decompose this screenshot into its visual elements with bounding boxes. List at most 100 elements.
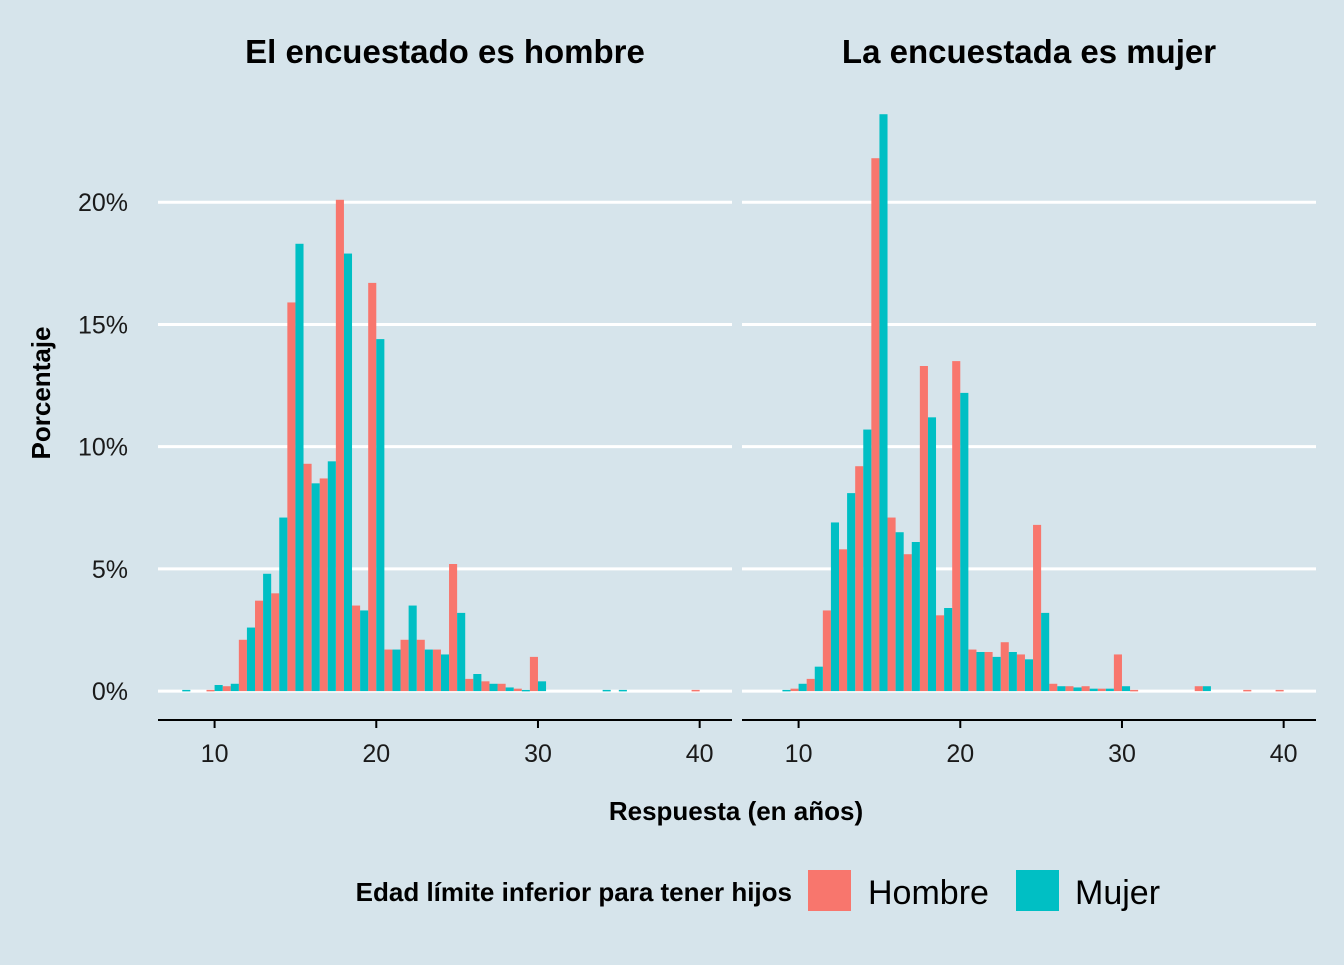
y-tick-label: 20% <box>78 189 128 217</box>
x-axis-title: Respuesta (en años) <box>609 796 863 826</box>
bar-mujer <box>1089 688 1098 692</box>
bar-mujer <box>895 532 904 692</box>
bar-mujer <box>927 417 937 692</box>
bar-mujer <box>960 392 969 692</box>
bar-hombre <box>1000 642 1009 692</box>
y-axis-ticks: 0% 5% 10% 15% 20% <box>78 189 128 706</box>
bar-mujer <box>911 542 920 692</box>
x-tick-label: 30 <box>524 740 552 768</box>
bar-hombre <box>887 517 896 692</box>
bar-mujer <box>992 656 1001 692</box>
bar-hombre <box>691 689 700 692</box>
bar-mujer <box>798 683 807 692</box>
bar-mujer <box>376 339 385 692</box>
x-tick-label: 20 <box>362 740 390 768</box>
bar-hombre <box>968 649 977 692</box>
bar-mujer <box>847 493 856 692</box>
bar-hombre <box>384 649 393 692</box>
bar-mujer <box>311 483 320 692</box>
bar-hombre <box>822 610 831 692</box>
bar-mujer <box>1105 688 1114 692</box>
bar-hombre <box>481 681 490 692</box>
bar-hombre <box>432 649 441 692</box>
x-tick-label: 30 <box>1108 740 1136 768</box>
bar-mujer <box>1024 659 1034 692</box>
bar-mujer <box>618 689 627 692</box>
bar-hombre <box>1081 686 1090 692</box>
bar-mujer <box>521 689 530 692</box>
bar-hombre <box>984 652 993 692</box>
bar-mujer <box>814 666 823 692</box>
bar-mujer <box>863 429 872 692</box>
bar-mujer <box>424 649 433 692</box>
bar-mujer <box>489 683 498 692</box>
bar-hombre <box>255 600 264 692</box>
bar-mujer <box>879 114 888 692</box>
bar-hombre <box>1243 689 1252 692</box>
y-tick-label: 10% <box>78 434 128 462</box>
bar-hombre <box>465 678 474 692</box>
bar-mujer <box>230 683 239 692</box>
bar-hombre <box>222 686 231 692</box>
bar-hombre <box>368 282 377 692</box>
bar-hombre <box>1275 689 1284 692</box>
bar-hombre <box>319 478 328 692</box>
bar-hombre <box>513 688 522 692</box>
bar-mujer <box>214 685 223 692</box>
bar-mujer <box>182 689 191 692</box>
bar-hombre <box>206 689 215 692</box>
bar-mujer <box>473 674 482 692</box>
bar-mujer <box>1121 686 1131 692</box>
y-tick-label: 5% <box>92 556 128 584</box>
bar-mujer <box>327 461 336 692</box>
bar-hombre <box>806 678 815 692</box>
legend-swatch-mujer <box>1016 870 1059 911</box>
bar-mujer <box>360 610 369 692</box>
bar-hombre <box>271 593 280 692</box>
bar-mujer <box>408 605 417 692</box>
bar-hombre <box>1194 686 1203 692</box>
bar-hombre <box>529 656 538 692</box>
bar-hombre <box>303 463 312 692</box>
legend: Edad límite inferior para tener hijos Ho… <box>356 870 1160 912</box>
legend-label-hombre: Hombre <box>868 874 989 912</box>
bar-mujer <box>295 243 304 692</box>
bar-hombre <box>416 639 425 692</box>
legend-label-mujer: Mujer <box>1075 874 1160 912</box>
bar-mujer <box>537 681 547 692</box>
bar-mujer <box>392 649 401 692</box>
bar-hombre <box>352 605 361 692</box>
bar-mujer <box>782 689 791 692</box>
bar-hombre <box>449 564 458 692</box>
bar-hombre <box>839 549 848 692</box>
legend-swatch-hombre <box>808 870 851 911</box>
y-tick-label: 0% <box>92 678 128 706</box>
bar-hombre <box>952 361 961 692</box>
bar-mujer <box>343 253 353 692</box>
bar-hombre <box>238 639 247 692</box>
x-tick-label: 10 <box>201 740 229 768</box>
bar-hombre <box>936 615 945 692</box>
bar-mujer <box>263 573 272 692</box>
bar-hombre <box>497 683 506 692</box>
legend-title: Edad límite inferior para tener hijos <box>356 877 792 907</box>
bar-hombre <box>855 466 864 692</box>
x-tick-label: 40 <box>1270 740 1298 768</box>
bar-mujer <box>505 687 514 692</box>
bar-hombre <box>400 639 409 692</box>
x-tick-label: 20 <box>946 740 974 768</box>
y-axis-title: Porcentaje <box>26 327 56 460</box>
bar-hombre <box>919 366 928 692</box>
panel-title: El encuestado es hombre <box>245 33 645 70</box>
bar-mujer <box>1073 687 1082 692</box>
bar-hombre <box>335 199 344 692</box>
bar-hombre <box>1097 688 1106 692</box>
bar-mujer <box>1008 652 1017 692</box>
bar-hombre <box>1016 654 1025 692</box>
bar-hombre <box>1130 689 1139 692</box>
x-tick-label: 10 <box>785 740 813 768</box>
bar-mujer <box>457 612 466 692</box>
bar-mujer <box>440 654 450 692</box>
